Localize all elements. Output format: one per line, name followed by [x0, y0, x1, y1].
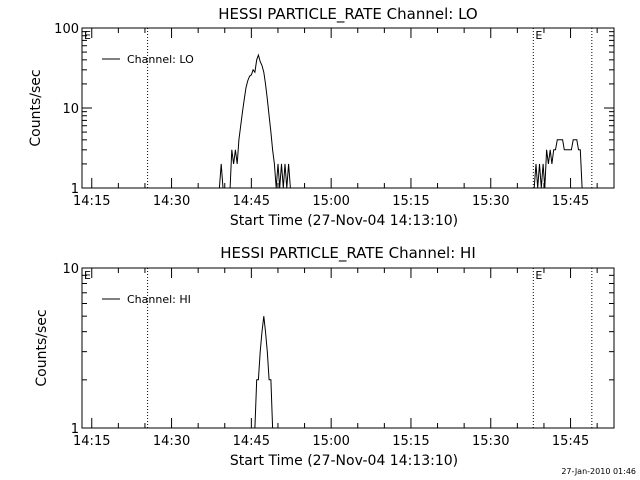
y-tick-label: 1 — [71, 422, 79, 437]
x-tick-label: 15:30 — [472, 194, 509, 209]
x-tick-label: 15:15 — [392, 194, 429, 209]
event-marker-label: E — [535, 29, 542, 42]
timestamp-footer: 27-Jan-2010 01:46 — [561, 467, 636, 476]
x-tick-label: 14:30 — [153, 194, 190, 209]
x-axis-label: Start Time (27-Nov-04 14:13:10) — [230, 453, 458, 469]
x-tick-label: 15:45 — [552, 434, 589, 449]
series-line — [533, 139, 584, 189]
x-tick-label: 14:45 — [233, 194, 270, 209]
x-tick-label: 15:30 — [472, 434, 509, 449]
plot-frame — [81, 267, 615, 429]
y-axis-label: Counts/sec — [34, 309, 50, 386]
event-marker-label: E — [535, 269, 542, 282]
x-tick-label: 14:15 — [73, 194, 110, 209]
legend-label: Channel: HI — [127, 293, 191, 306]
y-tick-label: 100 — [54, 22, 79, 37]
x-tick-label: 15:45 — [552, 194, 589, 209]
legend-label: Channel: LO — [127, 53, 194, 66]
event-marker-label: E — [84, 29, 91, 42]
chart-panel-hi: HESSI PARTICLE_RATE Channel: HI 14:15 14:3… — [34, 244, 615, 469]
chart-title: HESSI PARTICLE_RATE Channel: HI — [220, 244, 476, 263]
y-tick-label: 10 — [62, 262, 79, 277]
x-tick-label: 15:00 — [312, 434, 349, 449]
plot-frame — [81, 27, 615, 189]
x-tick-label: 15:15 — [392, 434, 429, 449]
series-line — [253, 316, 274, 429]
x-axis-label: Start Time (27-Nov-04 14:13:10) — [230, 213, 458, 229]
x-tick-label: 14:30 — [153, 434, 190, 449]
x-tick-label: 15:00 — [312, 194, 349, 209]
chart-title: HESSI PARTICLE_RATE Channel: LO — [218, 5, 477, 24]
y-tick-label: 1 — [71, 182, 79, 197]
chart-panel-lo: HESSI PARTICLE_RATE Channel: LO 14:15 14:3… — [28, 5, 615, 229]
y-tick-label: 10 — [62, 102, 79, 117]
event-marker-label: E — [84, 269, 91, 282]
series-line — [218, 53, 293, 189]
y-axis-label: Counts/sec — [28, 69, 44, 146]
x-tick-label: 14:45 — [233, 434, 270, 449]
x-tick-label: 14:15 — [73, 434, 110, 449]
